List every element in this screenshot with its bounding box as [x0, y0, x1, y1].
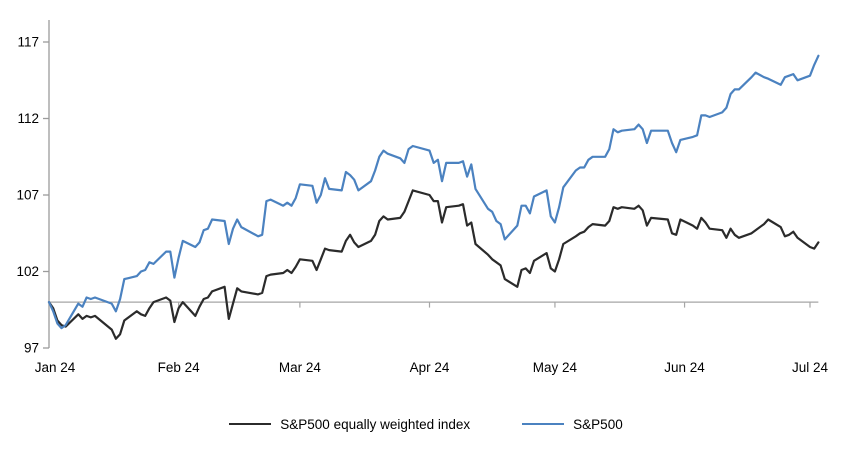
x-tick-label: Jan 24	[35, 360, 76, 375]
y-tick-label: 112	[17, 111, 39, 126]
y-tick-label: 117	[17, 35, 39, 50]
x-tick-label: May 24	[533, 360, 578, 375]
y-tick-label: 102	[16, 264, 39, 279]
y-tick-label: 107	[16, 188, 39, 203]
series-line-equal-weight	[47, 189, 820, 340]
x-tick-label: Jun 24	[664, 360, 705, 375]
x-tick-label: Feb 24	[158, 360, 201, 375]
legend-item-sp500: S&P500	[522, 417, 623, 432]
x-tick-label: Mar 24	[279, 360, 322, 375]
legend-item-equal-weight: S&P500 equally weighted index	[229, 417, 470, 432]
legend-line-equal-weight-icon	[229, 423, 272, 425]
x-tick-label: Jul 24	[792, 360, 829, 375]
chart-legend: S&P500 equally weighted index S&P500	[0, 412, 852, 436]
legend-label-sp500: S&P500	[573, 416, 623, 432]
series-line-sp500	[47, 54, 820, 330]
legend-label-equal-weight: S&P500 equally weighted index	[280, 416, 471, 432]
x-tick-label: Apr 24	[410, 360, 450, 375]
legend-line-sp500-icon	[522, 423, 565, 425]
y-tick-label: 97	[24, 341, 39, 356]
